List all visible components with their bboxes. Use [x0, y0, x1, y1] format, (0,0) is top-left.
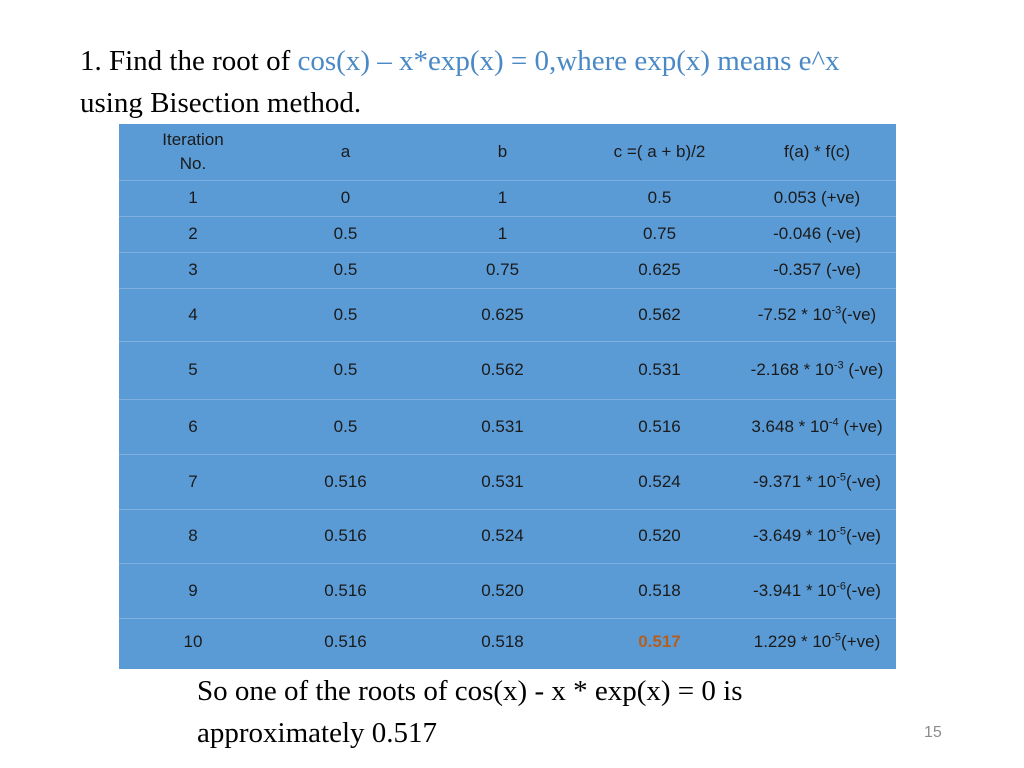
conclusion-line-1: So one of the roots of cos(x) - x * exp(… — [197, 675, 743, 707]
cell-c: 0.524 — [581, 454, 738, 510]
cell-fafc: -2.168 * 10-3 (-ve) — [738, 341, 896, 400]
cell-a: 0.5 — [267, 252, 424, 289]
header-a: a — [267, 124, 424, 181]
cell-c: 0.516 — [581, 399, 738, 455]
cell-b: 0.524 — [424, 509, 581, 564]
fafc-base: -3.941 * 10 — [753, 580, 837, 600]
title-equation: cos(x) – x*exp(x) = 0,where exp(x) means… — [297, 45, 840, 77]
header-iteration: Iteration No. — [119, 124, 267, 181]
cell-b: 0.518 — [481, 631, 524, 651]
title-prefix: 1. Find the root of — [80, 45, 298, 77]
cell-a: 0.516 — [267, 454, 424, 510]
cell-fafc: 0.053 (+ve) — [738, 180, 896, 217]
cell-iteration: 4 — [119, 288, 267, 342]
cell-c: 0.520 — [581, 509, 738, 564]
cell-iteration: 2 — [119, 216, 267, 253]
fafc-exponent: -3 — [831, 303, 842, 316]
cell-fafc: -7.52 * 10-3(-ve) — [738, 288, 896, 342]
cell-iteration: 1 — [119, 180, 267, 217]
cell-iteration: 10 — [183, 631, 203, 651]
table-row: 9 0.516 0.520 0.518 -3.941 * 10-6(-ve) — [119, 563, 896, 619]
fafc-sign: (-ve) — [846, 526, 881, 545]
cell-a: 0.5 — [267, 341, 424, 400]
cell-fafc: 3.648 * 10-4 (+ve) — [738, 399, 896, 455]
fafc-sign: (-ve) — [843, 360, 884, 379]
cell-c-root: 0.517 — [638, 631, 681, 651]
table-row: 4 0.5 0.625 0.562 -7.52 * 10-3(-ve) — [119, 288, 896, 342]
fafc-base: -2.168 * 10 — [750, 360, 834, 379]
fafc-base: -0.046 (-ve) — [773, 224, 861, 243]
fafc-sign: (+ve) — [838, 416, 883, 436]
table-row: 5 0.5 0.562 0.531 -2.168 * 10-3 (-ve) — [119, 341, 896, 400]
cell-fafc: -3.649 * 10-5(-ve) — [738, 509, 896, 564]
cell-c: 0.531 — [581, 341, 738, 400]
fafc-sign: (+ve) — [841, 631, 881, 651]
cell-c: 0.75 — [581, 216, 738, 253]
table-row: 10 0.516 0.518 0.517 1.229 * 10-5(+ve) — [119, 618, 896, 665]
cell-a: 0.516 — [324, 631, 367, 651]
fafc-exponent: -3 — [833, 359, 844, 372]
cell-a: 0.5 — [267, 216, 424, 253]
fafc-base: 3.648 * 10 — [751, 416, 829, 436]
cell-a: 0.516 — [267, 563, 424, 619]
fafc-base: -9.371 * 10 — [753, 471, 837, 491]
table-row: 6 0.5 0.531 0.516 3.648 * 10-4 (+ve) — [119, 399, 896, 455]
cell-b: 0.531 — [424, 454, 581, 510]
table-header-row: Iteration No. a b c =( a + b)/2 f(a) * f… — [119, 124, 896, 181]
cell-c: 0.562 — [581, 288, 738, 342]
cell-iteration: 7 — [119, 454, 267, 510]
cell-b: 0.520 — [424, 563, 581, 619]
bisection-table: Iteration No. a b c =( a + b)/2 f(a) * f… — [119, 124, 896, 669]
cell-iteration: 6 — [119, 399, 267, 455]
fafc-sign: (-ve) — [846, 580, 881, 600]
cell-fafc: -9.371 * 10-5(-ve) — [738, 454, 896, 510]
cell-a: 0.5 — [267, 399, 424, 455]
cell-iteration: 5 — [119, 341, 267, 400]
conclusion-line-2: approximately 0.517 — [197, 717, 438, 749]
header-fafc: f(a) * f(c) — [738, 124, 896, 181]
cell-iteration: 9 — [119, 563, 267, 619]
table-row: 3 0.5 0.75 0.625 -0.357 (-ve) — [119, 252, 896, 289]
fafc-sign: (-ve) — [846, 471, 881, 491]
title-suffix: using Bisection method. — [80, 87, 362, 119]
cell-b: 0.75 — [424, 252, 581, 289]
cell-b: 0.531 — [424, 399, 581, 455]
fafc-exponent: -5 — [831, 631, 842, 644]
table-row: 8 0.516 0.524 0.520 -3.649 * 10-5(-ve) — [119, 509, 896, 564]
fafc-exponent: -4 — [828, 415, 839, 428]
fafc-base: -7.52 * 10 — [757, 304, 832, 324]
cell-fafc: -3.941 * 10-6(-ve) — [738, 563, 896, 619]
cell-fafc: -0.357 (-ve) — [738, 252, 896, 289]
cell-a: 0 — [267, 180, 424, 217]
cell-iteration: 3 — [119, 252, 267, 289]
header-c: c =( a + b)/2 — [581, 124, 738, 181]
fafc-exponent: -5 — [836, 470, 846, 483]
cell-a: 0.5 — [267, 288, 424, 342]
header-b: b — [424, 124, 581, 181]
cell-b: 0.562 — [424, 341, 581, 400]
cell-a: 0.516 — [267, 509, 424, 564]
fafc-base: -0.357 (-ve) — [773, 260, 861, 279]
slide-title: 1. Find the root of cos(x) – x*exp(x) = … — [80, 40, 1010, 124]
table-row: 2 0.5 1 0.75 -0.046 (-ve) — [119, 216, 896, 253]
cell-iteration: 8 — [119, 509, 267, 564]
fafc-base: 0.053 (+ve) — [773, 188, 861, 207]
cell-b: 1 — [424, 216, 581, 253]
cell-fafc: -0.046 (-ve) — [738, 216, 896, 253]
cell-c: 0.518 — [581, 563, 738, 619]
conclusion-text: So one of the roots of cos(x) - x * exp(… — [197, 670, 897, 754]
fafc-base: -3.649 * 10 — [753, 526, 837, 545]
fafc-exponent: -5 — [836, 525, 846, 538]
table-row: 1 0 1 0.5 0.053 (+ve) — [119, 180, 896, 217]
cell-c: 0.625 — [581, 252, 738, 289]
cell-fafc: 1.229 * 10-5(+ve) — [738, 618, 896, 665]
cell-c: 0.5 — [581, 180, 738, 217]
cell-b: 0.625 — [424, 288, 581, 342]
fafc-exponent: -6 — [836, 579, 846, 592]
slide-number: 15 — [924, 724, 942, 741]
fafc-sign: (-ve) — [841, 304, 877, 324]
cell-b: 1 — [424, 180, 581, 217]
fafc-base: 1.229 * 10 — [753, 631, 832, 651]
table-row: 7 0.516 0.531 0.524 -9.371 * 10-5(-ve) — [119, 454, 896, 510]
